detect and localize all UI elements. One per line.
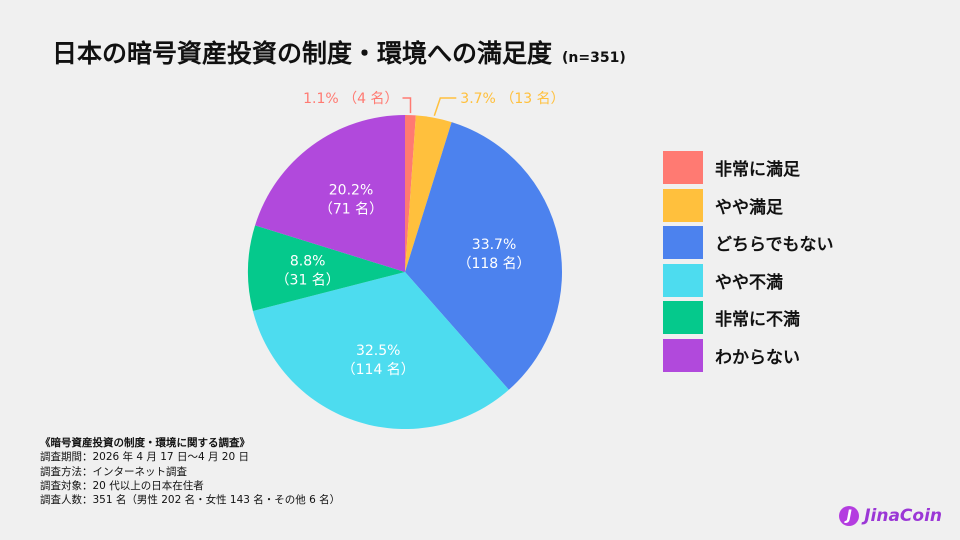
legend-item-1: やや満足 xyxy=(663,187,834,225)
slice-label-1: 3.7% （13 名） xyxy=(460,91,564,107)
legend-item-2: どちらでもない xyxy=(663,224,834,262)
slice-count-3: （114 名） xyxy=(342,362,415,378)
brand-logo-icon: J xyxy=(839,506,860,526)
pie-slice-0 xyxy=(405,115,416,272)
pie-slice-3 xyxy=(252,272,509,429)
slice-percent-2: 33.7% xyxy=(472,237,516,253)
pie-slice-5 xyxy=(255,115,405,272)
slice-percent-5: 20.2% xyxy=(329,183,373,199)
survey-period: 調査期間：2026 年 4 月 17 日〜4 月 20 日 xyxy=(40,451,250,464)
legend-item-5: わからない xyxy=(663,337,834,375)
legend-swatch-3 xyxy=(663,263,703,297)
chart-title-text: 日本の暗号資産投資の制度・環境への満足度 xyxy=(52,39,553,68)
leader-line-1 xyxy=(433,97,457,116)
slice-percent-3: 32.5% xyxy=(356,343,400,359)
sample-size: (n=351) xyxy=(562,50,626,66)
legend-item-3: やや不満 xyxy=(663,262,834,300)
legend-label-5: わからない xyxy=(715,347,800,368)
chart-title: 日本の暗号資産投資の制度・環境への満足度 (n=351) xyxy=(52,34,626,70)
survey-method: 調査方法：インターネット調査 xyxy=(40,465,187,478)
slice-percent-4: 8.8% xyxy=(290,254,326,270)
legend-label-2: どちらでもない xyxy=(715,235,834,256)
slice-count-4: （31 名） xyxy=(276,273,340,289)
brand-logo: J JinaCoin xyxy=(839,506,942,526)
slice-count-2: （118 名） xyxy=(457,256,530,272)
legend-label-1: やや満足 xyxy=(715,197,783,218)
survey-count: 調査人数：351 名（男性 202 名・女性 143 名・その他 6 名） xyxy=(40,494,341,507)
legend-swatch-4 xyxy=(663,301,703,335)
slice-count-5: （71 名） xyxy=(319,202,383,218)
survey-target: 調査対象：20 代以上の日本在住者 xyxy=(40,479,204,492)
pie-slice-4 xyxy=(248,225,405,312)
legend-swatch-5 xyxy=(663,338,703,372)
legend-item-0: 非常に満足 xyxy=(663,149,834,187)
survey-notes-heading: 《暗号資産投資の制度・環境に関する調査》 xyxy=(40,437,250,449)
leader-line-0 xyxy=(402,97,412,114)
legend-label-3: やや不満 xyxy=(715,272,783,293)
legend-label-4: 非常に不満 xyxy=(715,310,800,331)
legend-swatch-1 xyxy=(663,188,703,222)
legend-swatch-0 xyxy=(663,151,703,185)
legend-item-4: 非常に不満 xyxy=(663,299,834,337)
survey-notes: 《暗号資産投資の制度・環境に関する調査》 調査期間：2026 年 4 月 17 … xyxy=(40,436,340,507)
chart-legend: 非常に満足やや満足どちらでもない やや不満非常に不満わからない xyxy=(663,149,834,374)
legend-swatch-2 xyxy=(663,226,703,260)
brand-name: JinaCoin xyxy=(864,506,942,526)
pie-slice-2 xyxy=(405,122,562,390)
slice-label-0: 1.1% （4 名） xyxy=(303,91,398,107)
pie-slice-1 xyxy=(405,115,452,272)
legend-label-0: 非常に満足 xyxy=(715,160,800,181)
